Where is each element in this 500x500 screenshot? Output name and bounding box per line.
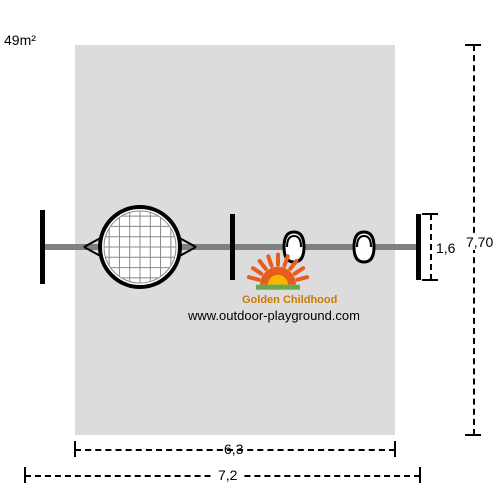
dimension-equipment-height-label: 1,6 <box>436 240 455 256</box>
nest-swing <box>80 187 200 307</box>
dimension-cap <box>465 434 481 436</box>
dimension-cap <box>422 279 438 281</box>
brand-name: Golden Childhood <box>242 294 337 306</box>
dimension-overall-height-label: 7,70 <box>462 234 497 250</box>
dimension-cap <box>24 467 26 483</box>
dimension-cap <box>465 44 481 46</box>
swing-seat <box>351 230 377 264</box>
dimension-equipment-width-label: 6,3 <box>224 441 243 457</box>
swing-post <box>230 214 235 280</box>
dimension-equipment-height-line <box>430 214 432 280</box>
diagram-stage: 49m² Golden Childhood www.outdoor-playgr… <box>0 0 500 500</box>
brand-url: www.outdoor-playground.com <box>188 308 360 323</box>
dimension-cap <box>74 441 76 457</box>
swing-post <box>416 214 421 280</box>
dimension-cap <box>394 441 396 457</box>
dimension-cap <box>422 213 438 215</box>
dimension-cap <box>419 467 421 483</box>
dimension-overall-width-label: 7,2 <box>214 467 241 483</box>
swing-post <box>40 210 45 284</box>
area-label: 49m² <box>4 32 36 48</box>
